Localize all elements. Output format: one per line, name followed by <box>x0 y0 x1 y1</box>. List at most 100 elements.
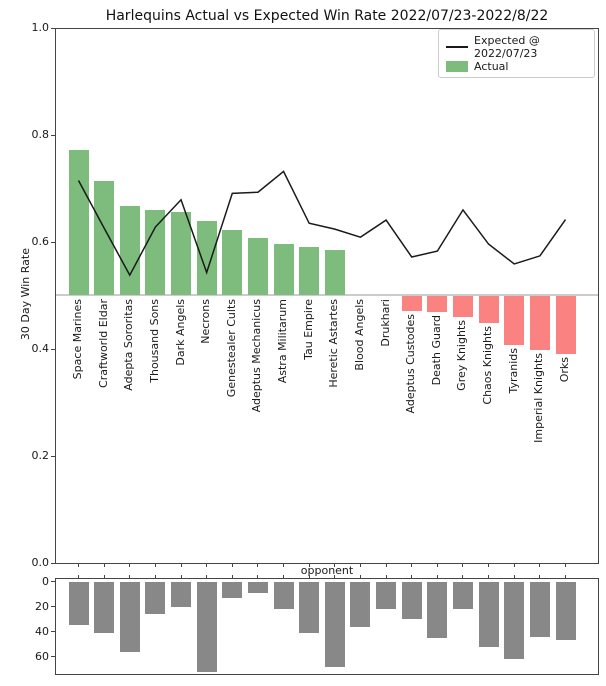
y-tick-mark <box>51 562 55 564</box>
legend: Expected @ 2022/07/23 Actual <box>438 29 595 78</box>
actual-bar <box>247 238 268 296</box>
y-tick-mark <box>51 134 55 136</box>
actual-bar <box>68 149 89 296</box>
main-plot-frame <box>55 28 599 564</box>
y-tick-mark <box>51 606 55 607</box>
x-tick-mark <box>78 564 79 567</box>
games-bar <box>273 581 294 609</box>
legend-label-actual: Actual <box>474 60 509 73</box>
x-tick-mark <box>565 575 566 578</box>
x-tick-mark <box>539 575 541 578</box>
y-tick-mark <box>51 241 55 243</box>
games-bar <box>171 581 192 607</box>
games-bar <box>504 581 525 659</box>
x-tick-mark <box>385 575 387 578</box>
games-bar <box>196 581 217 672</box>
expected-line-layer <box>77 170 567 277</box>
actual-bar <box>324 250 345 296</box>
y-tick-label: 40 <box>35 624 49 638</box>
x-tick-mark <box>154 575 156 578</box>
actual-bar <box>145 209 166 296</box>
x-tick-mark <box>359 575 361 578</box>
actual-bar <box>299 246 320 296</box>
x-tick-mark <box>180 564 182 567</box>
y-tick-label: 60 <box>35 649 49 663</box>
actual-bar <box>119 205 140 296</box>
x-tick-mark <box>385 564 387 567</box>
games-bar <box>299 581 320 633</box>
x-tick-mark <box>334 575 336 578</box>
games-plot-frame <box>55 578 599 675</box>
x-axis-label: opponent <box>300 564 354 577</box>
x-tick-mark <box>488 564 490 567</box>
games-bar <box>119 581 140 652</box>
x-tick-mark <box>488 575 490 578</box>
actual-bar <box>427 295 448 312</box>
games-bar <box>401 581 422 619</box>
x-tick-mark <box>129 575 131 578</box>
actual-bar <box>529 295 550 350</box>
x-tick-mark <box>411 564 413 567</box>
y-tick-label: 0.0 <box>31 556 50 569</box>
games-bar <box>324 581 345 667</box>
x-tick-mark <box>565 564 566 567</box>
y-tick-label: 20 <box>35 599 49 613</box>
actual-bar <box>196 221 217 296</box>
x-tick-mark <box>436 564 438 567</box>
games-bar <box>68 581 89 626</box>
games-bar <box>247 581 268 593</box>
x-tick-mark <box>462 575 464 578</box>
actual-bar <box>273 243 294 296</box>
x-tick-mark <box>411 575 413 578</box>
x-tick-mark <box>462 564 464 567</box>
y-tick-label: 1.0 <box>31 21 50 34</box>
x-tick-mark <box>283 564 285 567</box>
y-tick-mark <box>51 455 55 457</box>
expected-line <box>77 170 567 277</box>
actual-bar <box>452 295 473 318</box>
y-tick-label: 0 <box>42 574 49 588</box>
games-bar <box>222 581 243 598</box>
y-tick-mark <box>51 631 55 632</box>
games-bar <box>350 581 371 627</box>
legend-label-expected: Expected @ 2022/07/23 <box>474 34 540 60</box>
actual-bar <box>504 295 525 346</box>
x-tick-mark <box>257 575 259 578</box>
legend-item-expected: Expected @ 2022/07/23 <box>446 34 587 60</box>
games-bar <box>555 581 576 641</box>
games-bar <box>145 581 166 614</box>
x-tick-mark <box>180 575 182 578</box>
legend-item-actual: Actual <box>446 60 587 73</box>
y-tick-label: 0.8 <box>31 128 50 141</box>
y-tick-label: 0.6 <box>31 235 50 248</box>
y-tick-mark <box>51 348 55 350</box>
chart-title: Harlequins Actual vs Expected Win Rate 2… <box>105 8 549 24</box>
x-tick-mark <box>257 564 259 567</box>
x-tick-mark <box>359 564 361 567</box>
games-bar <box>94 581 115 633</box>
games-bar <box>478 581 499 647</box>
y-tick-mark <box>51 27 55 29</box>
y-axis-label: 30 Day Win Rate <box>19 248 32 341</box>
x-tick-mark <box>154 564 156 567</box>
x-tick-mark <box>283 575 285 578</box>
x-tick-mark <box>513 564 515 567</box>
games-bar <box>376 581 397 609</box>
y-tick-label: 0.4 <box>31 342 50 355</box>
x-tick-mark <box>436 575 438 578</box>
actual-bar <box>222 230 243 296</box>
actual-bar <box>94 181 115 296</box>
x-tick-mark <box>206 564 208 567</box>
legend-line-sample <box>446 46 468 48</box>
x-tick-mark <box>308 575 310 578</box>
x-tick-mark <box>103 575 105 578</box>
y-tick-mark <box>51 581 55 582</box>
x-tick-mark <box>231 575 233 578</box>
actual-bar <box>171 211 192 296</box>
x-tick-mark <box>103 564 105 567</box>
x-tick-mark <box>206 575 208 578</box>
actual-bar <box>478 295 499 323</box>
actual-bar <box>401 295 422 311</box>
games-bar <box>427 581 448 638</box>
